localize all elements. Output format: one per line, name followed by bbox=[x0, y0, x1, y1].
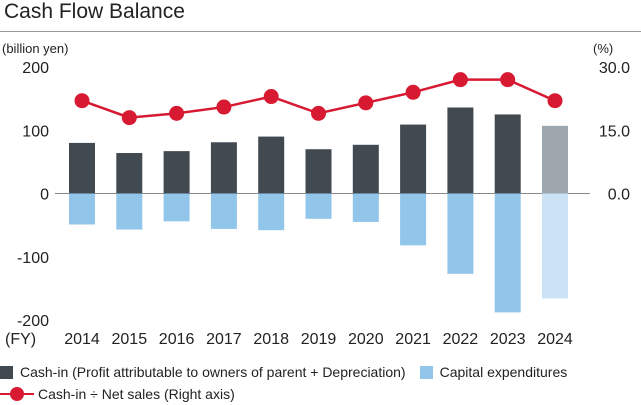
legend-row-bars: Cash-in (Profit attributable to owners o… bbox=[0, 364, 567, 380]
capex-bar bbox=[447, 193, 474, 274]
legend-row-line: Cash-in ÷ Net sales (Right axis) bbox=[0, 386, 235, 402]
cash-in-bar bbox=[494, 114, 521, 194]
left-axis-tick-label: -200 bbox=[17, 313, 49, 330]
right-axis-tick-label: 0.0 bbox=[608, 187, 630, 204]
legend-label-cash-in: Cash-in (Profit attributable to owners o… bbox=[20, 364, 406, 380]
ratio-point bbox=[169, 105, 185, 121]
left-axis-unit: (billion yen) bbox=[2, 41, 69, 56]
x-axis-tick-label: 2015 bbox=[112, 331, 148, 348]
chart-title: Cash Flow Balance bbox=[4, 0, 185, 23]
cash-flow-chart: 200 100 0 -100 -200 30.0 15.0 0.0 (FY) 2014 2015 20… bbox=[5, 60, 630, 348]
right-axis-tick-label: 15.0 bbox=[599, 123, 630, 140]
x-axis-tick-label: 2023 bbox=[490, 331, 526, 348]
cash-in-bar bbox=[447, 107, 474, 194]
cash-in-bar bbox=[542, 125, 568, 194]
x-axis-prefix: (FY) bbox=[5, 331, 36, 348]
legend-label-capex: Capital expenditures bbox=[439, 364, 568, 380]
x-axis-tick-label: 2014 bbox=[64, 331, 100, 348]
left-axis-tick-label: 100 bbox=[22, 123, 49, 140]
right-axis-unit: (%) bbox=[593, 41, 614, 56]
ratio-point bbox=[311, 105, 326, 121]
capex-bar bbox=[210, 193, 237, 229]
cash-in-bar bbox=[258, 136, 285, 194]
capex-bar bbox=[258, 193, 285, 231]
cash-in-bar bbox=[69, 142, 95, 194]
capex-bar bbox=[69, 193, 95, 225]
capex-bar bbox=[542, 193, 568, 299]
ratio-point bbox=[452, 72, 468, 88]
ratio-point bbox=[121, 110, 137, 126]
x-axis-tick-label: 2019 bbox=[301, 331, 337, 348]
capex-bar bbox=[305, 193, 332, 219]
ratio-point bbox=[74, 93, 90, 109]
capex-bar bbox=[494, 193, 521, 313]
capex-bar bbox=[400, 193, 427, 246]
legend-swatch-cash-in bbox=[0, 365, 13, 379]
legend-swatch-capex bbox=[419, 365, 433, 379]
capex-bar bbox=[163, 193, 190, 222]
capex-bar bbox=[352, 193, 379, 222]
ratio-point bbox=[405, 84, 421, 100]
ratio-point bbox=[358, 95, 374, 111]
x-axis-tick-label: 2016 bbox=[159, 331, 195, 348]
legend-swatch-ratio bbox=[0, 387, 34, 401]
title-divider bbox=[0, 31, 641, 32]
x-axis-tick-label: 2022 bbox=[443, 331, 479, 348]
legend-label-ratio: Cash-in ÷ Net sales (Right axis) bbox=[38, 386, 235, 402]
cash-in-bar bbox=[305, 149, 332, 194]
x-axis-tick-label: 2020 bbox=[348, 331, 384, 348]
ratio-point bbox=[500, 72, 516, 88]
cash-in-bar bbox=[210, 142, 237, 194]
x-axis-tick-label: 2021 bbox=[395, 331, 431, 348]
ratio-point bbox=[547, 93, 563, 109]
x-axis-tick-label: 2018 bbox=[253, 331, 289, 348]
ratio-point bbox=[263, 89, 279, 105]
right-axis-tick-label: 30.0 bbox=[599, 60, 630, 77]
x-axis-tick-label: 2017 bbox=[206, 331, 242, 348]
cash-in-bar bbox=[116, 153, 143, 194]
cash-in-bar bbox=[352, 144, 379, 194]
left-axis-tick-label: 0 bbox=[40, 187, 49, 204]
left-axis-tick-label: -100 bbox=[17, 250, 49, 267]
ratio-point bbox=[216, 99, 232, 115]
capex-bar bbox=[116, 193, 143, 230]
left-axis-tick-label: 200 bbox=[22, 60, 49, 77]
cash-in-bar bbox=[163, 151, 190, 194]
cash-in-bar bbox=[400, 124, 427, 194]
x-axis-tick-label: 2024 bbox=[537, 331, 573, 348]
